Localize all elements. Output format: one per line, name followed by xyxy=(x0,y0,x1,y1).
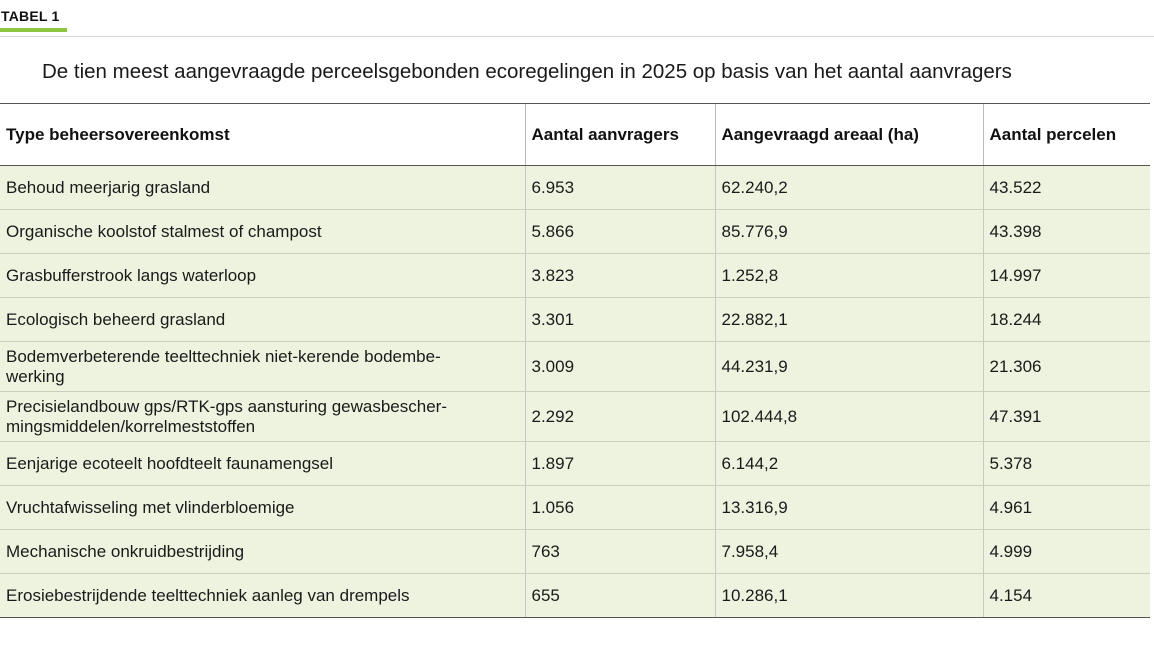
table-cell: Eenjarige ecoteelt hoofdteelt faunamengs… xyxy=(0,441,525,486)
table-row: Erosiebestrijdende teelttechniek aanleg … xyxy=(0,573,1150,618)
table-cell: Vruchtafwisseling met vlinderbloemige xyxy=(0,485,525,530)
table-row: Bodemverbeterende teelttechniek niet-ker… xyxy=(0,341,1150,392)
table-cell: 5.866 xyxy=(524,209,715,254)
table-row: Ecologisch beheerd grasland 3.301 22.882… xyxy=(0,297,1150,342)
table-cell: 4.999 xyxy=(982,529,1150,574)
table-cell: Precisielandbouw gps/RTK-gps aansturing … xyxy=(0,391,525,442)
table-cell: Mechanische onkruidbestrijding xyxy=(0,529,525,574)
table-cell: 6.953 xyxy=(524,165,715,210)
table-row: Eenjarige ecoteelt hoofdteelt faunamengs… xyxy=(0,441,1150,486)
data-table: Type beheersovereenkomst Aantal aanvrage… xyxy=(0,103,1150,618)
table-cell: Bodemverbeterende teelttechniek niet-ker… xyxy=(0,341,525,392)
table-cell: 763 xyxy=(524,529,715,574)
table-cell: 22.882,1 xyxy=(714,297,983,342)
accent-bar xyxy=(0,28,67,32)
table-cell: 47.391 xyxy=(982,391,1150,442)
table-cell: 4.154 xyxy=(982,573,1150,618)
table-cell: 21.306 xyxy=(982,341,1150,392)
table-cell: 4.961 xyxy=(982,485,1150,530)
column-header: Aangevraagd areaal (ha) xyxy=(714,103,983,166)
table-cell: 6.144,2 xyxy=(714,441,983,486)
table-cell: 1.897 xyxy=(524,441,715,486)
table-row: Behoud meerjarig grasland 6.953 62.240,2… xyxy=(0,165,1150,210)
table-cell: 1.252,8 xyxy=(714,253,983,298)
table-cell: 10.286,1 xyxy=(714,573,983,618)
table-cell: 18.244 xyxy=(982,297,1150,342)
table-cell: 44.231,9 xyxy=(714,341,983,392)
table-label: TABEL 1 xyxy=(1,8,60,24)
table-title: De tien meest aangevraagde perceelsgebon… xyxy=(42,60,1012,83)
table-cell: Erosiebestrijdende teelttechniek aanleg … xyxy=(0,573,525,618)
table-cell: 13.316,9 xyxy=(714,485,983,530)
column-header: Aantal aanvragers xyxy=(524,103,715,166)
table-label-block: TABEL 1 xyxy=(0,8,67,32)
table-cell: 655 xyxy=(524,573,715,618)
table-row: Precisielandbouw gps/RTK-gps aansturing … xyxy=(0,391,1150,442)
table-cell: Behoud meerjarig grasland xyxy=(0,165,525,210)
table-cell: 1.056 xyxy=(524,485,715,530)
table-row: Mechanische onkruidbestrijding 763 7.958… xyxy=(0,529,1150,574)
table-row: Organische koolstof stalmest of champost… xyxy=(0,209,1150,254)
header-row: Type beheersovereenkomst Aantal aanvrage… xyxy=(0,103,1150,166)
table-cell: Ecologisch beheerd grasland xyxy=(0,297,525,342)
table-cell: 43.522 xyxy=(982,165,1150,210)
column-header: Type beheersovereenkomst xyxy=(0,103,525,166)
column-header: Aantal percelen xyxy=(982,103,1150,166)
table-cell: 3.301 xyxy=(524,297,715,342)
table-cell: Organische koolstof stalmest of champost xyxy=(0,209,525,254)
table-cell: 3.009 xyxy=(524,341,715,392)
divider xyxy=(0,36,1154,37)
table-cell: 62.240,2 xyxy=(714,165,983,210)
table-cell: 3.823 xyxy=(524,253,715,298)
table-cell: Grasbufferstrook langs waterloop xyxy=(0,253,525,298)
table-cell: 5.378 xyxy=(982,441,1150,486)
table-cell: 85.776,9 xyxy=(714,209,983,254)
table-cell: 14.997 xyxy=(982,253,1150,298)
table-row: Grasbufferstrook langs waterloop 3.823 1… xyxy=(0,253,1150,298)
table-cell: 7.958,4 xyxy=(714,529,983,574)
table-cell: 102.444,8 xyxy=(714,391,983,442)
table-cell: 43.398 xyxy=(982,209,1150,254)
table-cell: 2.292 xyxy=(524,391,715,442)
table-row: Vruchtafwisseling met vlinderbloemige 1.… xyxy=(0,485,1150,530)
